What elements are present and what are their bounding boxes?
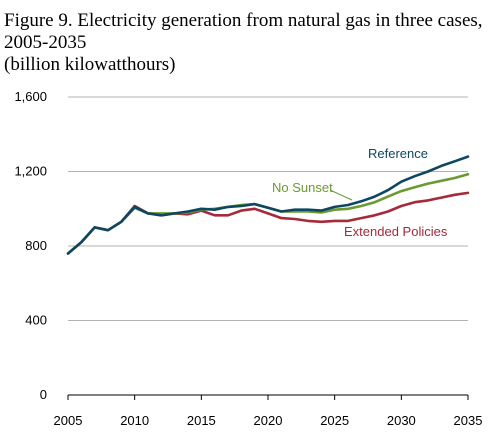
x-tick-label-2020: 2020 bbox=[254, 413, 283, 428]
x-tick-label-2035: 2035 bbox=[454, 413, 483, 428]
x-tick-label-2010: 2010 bbox=[120, 413, 149, 428]
series-line-reference bbox=[66, 155, 470, 255]
series-label-extended-policies: Extended Policies bbox=[344, 224, 448, 239]
chart-title: Figure 9. Electricity generation from na… bbox=[4, 10, 500, 76]
chart-title-line-2: 2005-2035 bbox=[4, 32, 87, 53]
series-lines bbox=[66, 155, 470, 255]
no-sunset-leader-line bbox=[329, 189, 353, 201]
series-labels: Reference No Sunset Extended Policies bbox=[272, 146, 448, 239]
y-tick-label-800: 800 bbox=[25, 238, 47, 253]
x-tick-labels: 2005 2010 2015 2020 2025 2030 2035 bbox=[54, 413, 483, 428]
gridlines bbox=[68, 96, 468, 321]
chart-subtitle: (billion kilowatthours) bbox=[4, 54, 176, 75]
y-tick-label-1600: 1,600 bbox=[14, 89, 47, 104]
axes bbox=[67, 394, 469, 400]
y-tick-label-0: 0 bbox=[40, 387, 47, 402]
series-label-reference: Reference bbox=[368, 146, 428, 161]
y-tick-label-400: 400 bbox=[25, 313, 47, 328]
x-tick-label-2030: 2030 bbox=[387, 413, 416, 428]
x-tick-label-2025: 2025 bbox=[320, 413, 349, 428]
x-tick-label-2005: 2005 bbox=[54, 413, 83, 428]
y-tick-label-1200: 1,200 bbox=[14, 164, 47, 179]
y-tick-labels: 0 400 800 1,200 1,600 bbox=[14, 89, 47, 402]
x-tick-label-2015: 2015 bbox=[187, 413, 216, 428]
series-label-no-sunset: No Sunset bbox=[272, 180, 333, 195]
chart-title-line-1: Figure 9. Electricity generation from na… bbox=[4, 10, 483, 31]
